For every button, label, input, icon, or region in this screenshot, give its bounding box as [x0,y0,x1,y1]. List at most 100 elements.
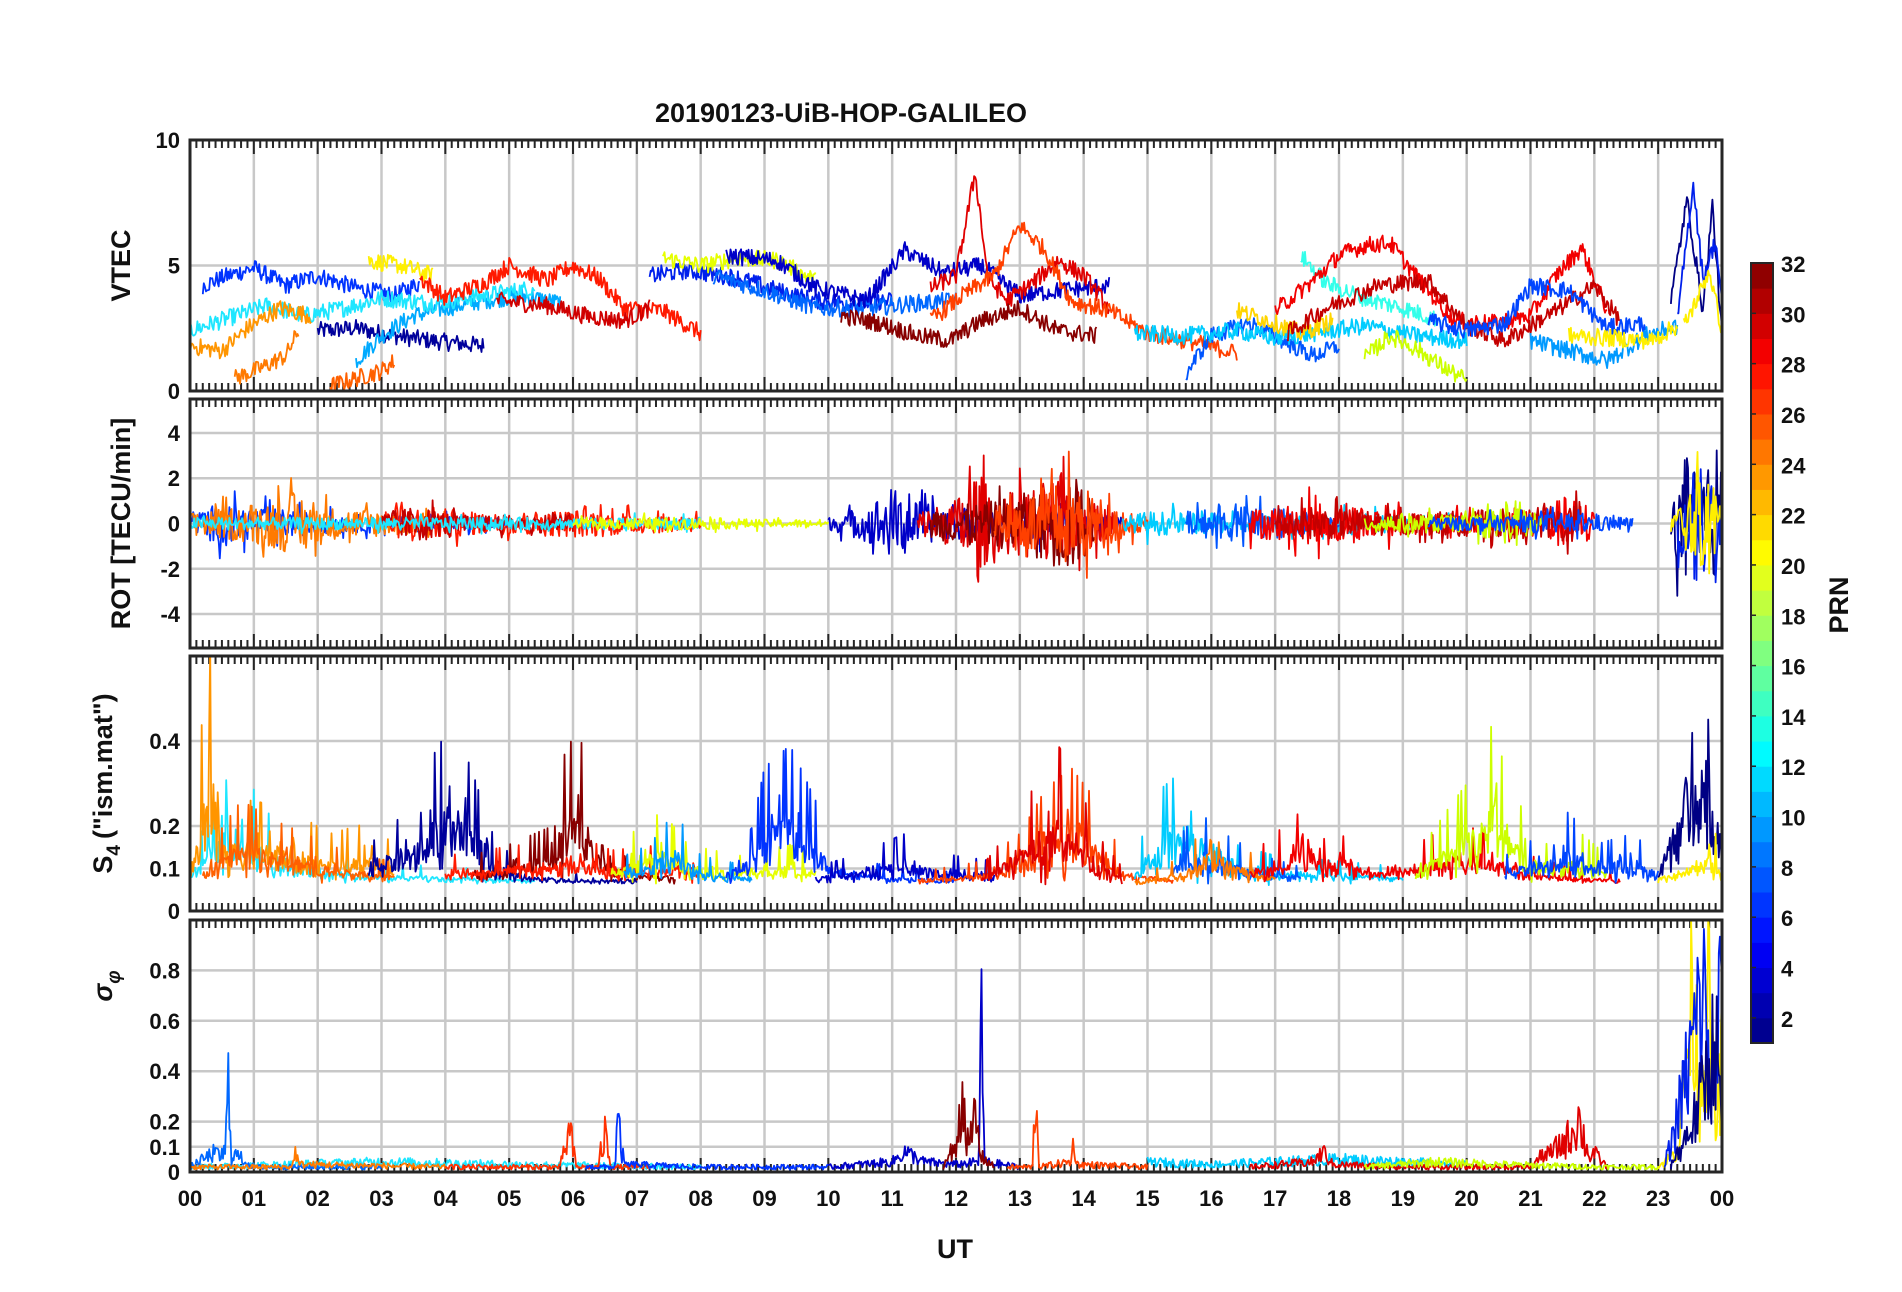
series-prn-10-line [623,821,753,885]
colorbar-segment [1751,338,1773,365]
y-axis-label: S4("ism.mat") [88,693,125,873]
colorbar-segment [1751,640,1773,667]
y-tick-label: 0 [168,1160,180,1185]
colorbar-tick-label: 4 [1781,957,1794,982]
x-tick-label: 11 [881,1186,904,1211]
x-tick-label: 22 [1582,1186,1606,1211]
x-tick-label: 06 [561,1186,585,1211]
colorbar-segment [1751,388,1773,415]
series-prn-26-line [993,450,1149,579]
colorbar-tick-label: 24 [1781,453,1806,478]
colorbar-segment [1751,942,1773,969]
colorbar-segment [1751,992,1773,1019]
colorbar-tick-label: 28 [1781,353,1805,378]
x-tick-label: 01 [242,1186,266,1211]
series-prn-25-line [329,354,396,391]
colorbar-segment [1751,439,1773,465]
y-tick-label: -2 [160,557,180,582]
series-prn-31-line [495,291,651,330]
x-tick-label: 03 [369,1186,393,1211]
y-tick-label: 2 [168,466,180,491]
panel-frame [188,654,1724,913]
series-prn-27-line [444,1115,651,1171]
y-tick-label: 0.6 [149,1009,180,1034]
colorbar-segment [1751,564,1773,591]
x-tick-label: 05 [497,1186,521,1211]
colorbar-segment [1751,741,1773,767]
x-tick-label: 00 [178,1186,202,1211]
colorbar-segment [1751,539,1773,566]
colorbar-segment [1751,791,1773,818]
series-prn-23-line [190,300,312,360]
x-tick-label: 14 [1071,1186,1096,1211]
y-tick-label: 0.1 [149,1135,180,1160]
chart-title: 20190123-UiB-HOP-GALILEO [655,98,1027,128]
series-prn-2-line [725,241,1111,308]
colorbar-tick-label: 12 [1781,755,1805,780]
series-prn-21-line [1236,302,1334,341]
colorbar-segment [1751,841,1773,868]
colorbar-tick-label: 22 [1781,504,1805,529]
series-prn-1-line [1670,196,1722,329]
series-prn-32-line [942,1081,995,1170]
panel-frame [188,918,1724,1174]
series-prn-24-line [233,330,300,385]
colorbar-segment [1751,866,1773,893]
colorbar-segment [1751,288,1773,314]
panel-rot: -4 -2 0 2 4 ROT [TECU/min] [106,397,1724,650]
series-prn-3-line [316,319,485,353]
series-prn-25-line [201,803,395,884]
colorbar-segment [1751,489,1773,516]
y-axis-label: σφ [88,970,125,1001]
colorbar-tick-label: 16 [1781,655,1805,680]
colorbar-segment [1751,615,1773,641]
series-prn-28-line [419,257,702,342]
panel-frame [188,138,1724,393]
series-prn-2-line [814,833,996,884]
x-tick-label: 17 [1263,1186,1287,1211]
colorbar-segment [1751,514,1773,541]
series-prn-12-line [190,512,702,535]
colorbar-segment [1751,892,1773,918]
series-prn-19-line [610,814,817,885]
series-prn-18-line [1363,329,1468,383]
colorbar-tick-label: 32 [1781,252,1805,277]
series-prn-18-line [1363,1156,1660,1171]
y-tick-label: 0.2 [149,1110,180,1135]
series-prn-26-line [1006,1110,1149,1171]
series-prn-28-line [444,842,701,884]
colorbar-segment [1751,816,1773,843]
series-prn-19-line [662,249,817,287]
colorbar-segment [1751,464,1773,490]
series-prn-19-line [572,512,830,534]
colorbar-segment [1751,1017,1773,1044]
y-tick-label: 0.1 [149,857,180,882]
colorbar-segment [1751,665,1773,692]
series-prn-8-line [712,269,957,318]
y-tick-label: 0.8 [149,958,180,983]
colorbar-frame [1750,262,1774,1044]
series-prn-30-line [929,175,1111,315]
colorbar-tick-label: 10 [1781,806,1805,831]
x-tick-label: 00 [1710,1186,1734,1211]
colorbar-tick-label: 30 [1781,302,1805,327]
y-axis-label: ROT [TECU/min] [106,418,136,629]
x-tick-label: 16 [1199,1186,1223,1211]
series-prn-29-line [1274,234,1608,331]
colorbar-tick-label: 6 [1781,906,1793,931]
series-prn-18-line [1363,500,1545,546]
series-prn-12-line [190,281,536,337]
y-axis-label: VTEC [106,229,136,301]
colorbar-segment [1751,590,1773,616]
series-prn-20-line [367,253,434,284]
series-prn-5-line [725,748,956,885]
series-prn-20-line [1670,451,1722,575]
series-prn-5-line [584,1112,829,1171]
x-axis-label: UT [937,1234,973,1264]
y-tick-label: 10 [156,128,180,153]
y-tick-label: 4 [168,421,181,446]
x-tick-label: 07 [625,1186,649,1211]
series-prn-32-line [840,300,1098,348]
